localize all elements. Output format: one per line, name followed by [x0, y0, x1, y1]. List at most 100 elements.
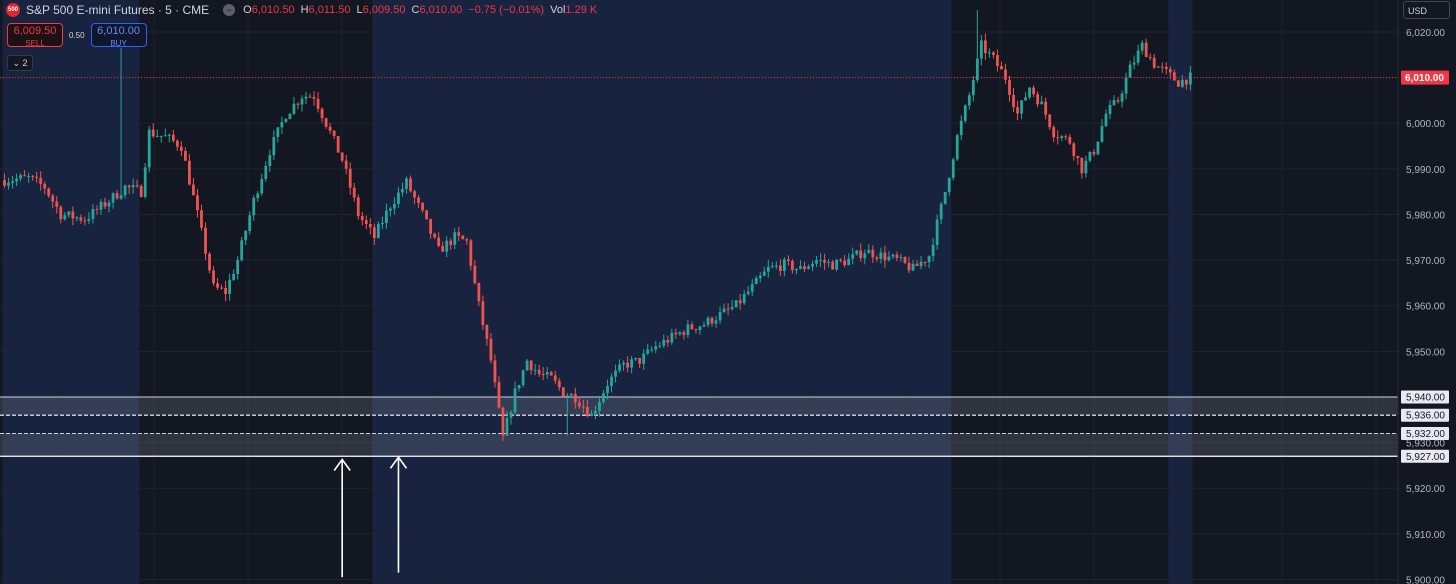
candle-up [658, 345, 662, 347]
sell-button[interactable]: 6,009.50 SELL [7, 23, 63, 48]
candle-up [766, 266, 770, 272]
candle-down [39, 177, 43, 184]
candle-up [453, 232, 457, 245]
candle-down [895, 254, 899, 258]
last-price-label: 6,010.00 [1405, 73, 1444, 84]
candle-down [674, 332, 678, 335]
candle-up [670, 332, 674, 343]
candle-up [815, 260, 818, 264]
candle-down [915, 263, 919, 267]
candle-up [244, 230, 248, 241]
candle-down [71, 211, 75, 219]
candle-up [268, 155, 272, 167]
candle-up [252, 197, 256, 216]
symbol-logo: 500 [6, 3, 20, 17]
candle-up [1100, 126, 1104, 142]
candle-down [224, 288, 227, 295]
candle-up [401, 188, 404, 193]
candle-down [457, 232, 461, 236]
candle-down [577, 402, 581, 407]
candle-down [139, 186, 143, 197]
candle-down [1052, 127, 1056, 138]
buy-button[interactable]: 6,010.00 BUY [90, 23, 147, 48]
candle-down [1036, 94, 1040, 105]
candle-up [919, 261, 923, 267]
candle-up [855, 250, 859, 255]
candle-up [758, 275, 762, 278]
candle-up [650, 349, 654, 351]
candle-up [87, 218, 91, 221]
candle-up [385, 210, 388, 224]
candle-up [774, 265, 778, 267]
indicators-toggle[interactable]: ⌄ 2 [7, 55, 33, 71]
open-label: O [243, 4, 252, 16]
candle-down [883, 252, 887, 261]
candle-down [344, 160, 348, 169]
candle-down [907, 262, 911, 271]
trade-panel: 6,009.50 SELL 0.50 6,010.00 BUY [7, 23, 147, 48]
candle-up [931, 244, 935, 257]
candle-down [1000, 66, 1003, 70]
candle-up [509, 412, 513, 418]
candle-up [947, 177, 951, 192]
candle-up [863, 253, 867, 259]
candle-up [662, 339, 666, 346]
candle-down [1184, 79, 1188, 85]
candle-down [1004, 69, 1007, 80]
spread-value: 0.50 [69, 30, 85, 40]
zone-price-tag [1401, 449, 1449, 463]
candle-up [1088, 151, 1092, 161]
candle-up [123, 185, 127, 196]
candle-up [1156, 66, 1160, 68]
currency-select[interactable]: USD [1403, 1, 1450, 19]
candle-up [393, 203, 396, 209]
candle-down [549, 372, 553, 376]
candle-down [433, 233, 437, 238]
candle-down [1152, 57, 1156, 68]
candle-up [899, 257, 903, 259]
minus-icon[interactable]: − [223, 4, 236, 16]
candle-down [47, 188, 51, 196]
candle-up [770, 266, 774, 268]
candle-down [175, 140, 179, 147]
candle-up [622, 362, 625, 365]
candle-down [1044, 101, 1048, 115]
candle-down [1172, 72, 1176, 81]
candle-up [397, 192, 400, 204]
candle-down [43, 183, 47, 189]
candle-down [529, 360, 533, 370]
candle-down [179, 146, 183, 151]
candle-up [99, 202, 103, 210]
candle-down [477, 282, 481, 302]
candle-up [63, 215, 67, 220]
candle-down [296, 103, 300, 105]
candle-down [791, 260, 794, 271]
candle-up [762, 271, 766, 276]
candle-down [308, 96, 312, 98]
candle-up [19, 175, 22, 179]
candle-up [654, 346, 658, 350]
price-tick-label: 5,990.00 [1406, 165, 1445, 176]
candle-down [127, 185, 131, 188]
currency-label: USD [1408, 6, 1428, 16]
candle-up [606, 385, 609, 394]
candle-up [513, 388, 517, 413]
candle-up [979, 40, 983, 59]
candle-up [240, 240, 244, 261]
candle-up [445, 240, 449, 252]
buy-label: BUY [110, 39, 127, 48]
candle-down [1168, 69, 1172, 73]
zone-price-label: 5,936.00 [1406, 411, 1445, 422]
candle-up [706, 317, 710, 325]
indicator-count: 2 [22, 58, 28, 68]
candle-down [1008, 79, 1011, 95]
candle-down [626, 362, 629, 368]
candle-up [742, 294, 746, 304]
symbol-title[interactable]: S&P 500 E-mini Futures · 5 · CME [26, 3, 210, 17]
price-tick-label: 6,000.00 [1406, 119, 1445, 130]
candle-up [1120, 93, 1124, 102]
chart-legend: 500 S&P 500 E-mini Futures · 5 · CME − O… [6, 3, 597, 17]
candle-up [959, 120, 963, 136]
candle-up [988, 52, 991, 54]
